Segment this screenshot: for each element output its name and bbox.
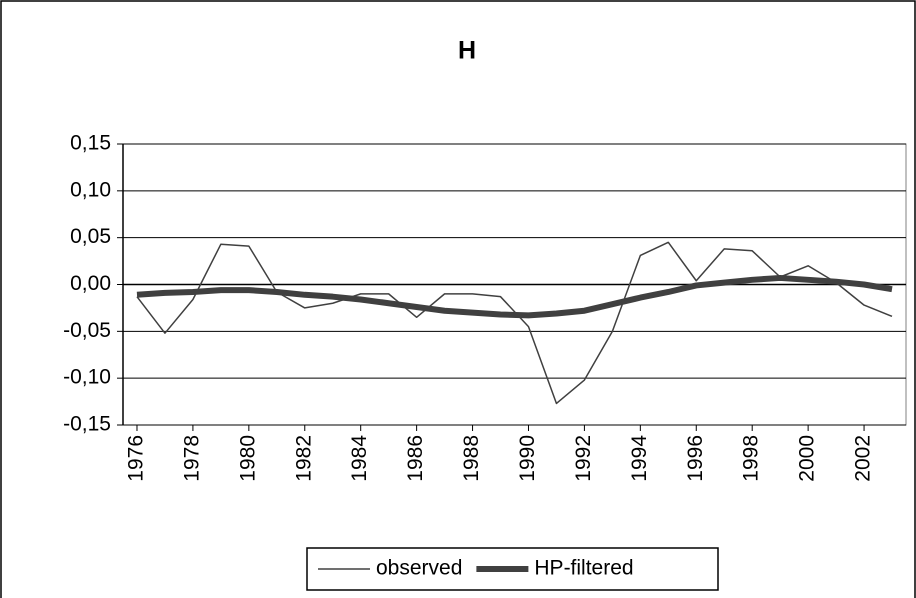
legend-label: observed <box>376 557 462 580</box>
x-tick-label: 1980 <box>236 435 259 482</box>
x-tick-label: 1978 <box>180 435 203 482</box>
x-tick-label: 1990 <box>516 435 539 482</box>
y-tick-label: 0,05 <box>70 225 111 248</box>
x-tick-label: 1992 <box>572 435 595 482</box>
x-tick-label: 1982 <box>292 435 315 482</box>
x-tick-label: 1988 <box>460 435 483 482</box>
y-tick-label: 0,10 <box>70 178 111 201</box>
chart-title: H <box>458 37 476 65</box>
series-line <box>136 241 893 405</box>
x-tick-label: 2000 <box>796 435 819 482</box>
y-tick-label: -0,05 <box>63 319 111 342</box>
x-tick-label: 2002 <box>852 435 875 482</box>
y-tick-label: -0,10 <box>63 366 111 389</box>
legend-label: HP-filtered <box>534 557 633 580</box>
x-tick-label: 1976 <box>125 435 148 482</box>
x-tick-label: 1986 <box>404 435 427 482</box>
series-line <box>136 274 893 319</box>
y-tick-label: -0,15 <box>63 413 111 436</box>
y-tick-label: 0,00 <box>70 272 111 295</box>
y-tick-label: 0,15 <box>70 132 111 155</box>
x-tick-label: 1996 <box>684 435 707 482</box>
x-tick-label: 1984 <box>348 435 371 482</box>
x-tick-label: 1998 <box>740 435 763 482</box>
x-tick-label: 1994 <box>628 435 651 482</box>
